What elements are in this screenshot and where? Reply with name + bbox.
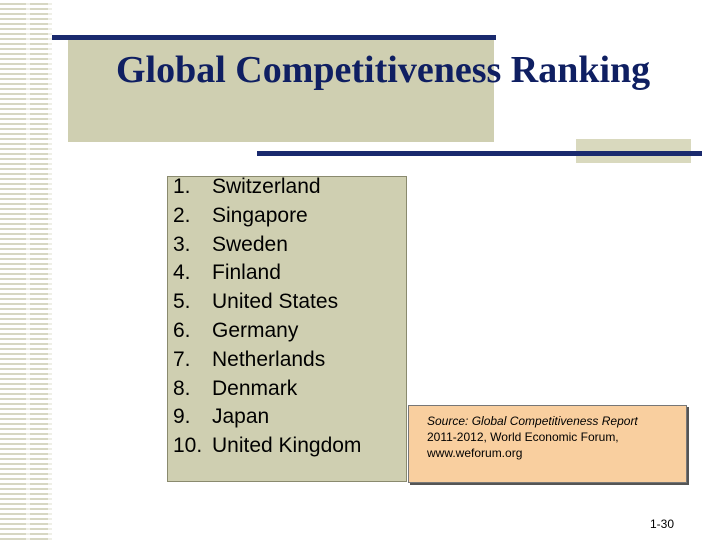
source-note: Source: Global Competitiveness Report 20… [408, 405, 687, 483]
decorative-left-stripe [0, 0, 52, 540]
ranking-item: 5. United States [173, 288, 402, 317]
ranking-list: 1. Switzerland 2. Singapore 3. Sweden 4. Finlan… [173, 173, 402, 461]
ranking-item: 3. Sweden [173, 231, 402, 260]
ranking-country: Sweden [212, 232, 288, 256]
ranking-panel [167, 176, 407, 482]
ranking-item: 8. Denmark [173, 375, 402, 404]
source-url: www.weforum.org [427, 446, 523, 460]
page-number: 1-30 [650, 517, 675, 531]
ranking-item: 4. Finland [173, 259, 402, 288]
title-bottom-rule [257, 151, 702, 156]
ranking-number: 4. [173, 261, 191, 285]
ranking-item: 9. Japan [173, 403, 402, 432]
ranking-number: 9. [173, 405, 191, 429]
ranking-item: 2. Singapore [173, 202, 402, 231]
ranking-number: 10. [173, 434, 203, 458]
ranking-number: 2. [173, 203, 191, 227]
ranking-country: United States [212, 290, 339, 314]
ranking-country: Finland [212, 261, 281, 285]
ranking-number: 1. [173, 175, 191, 198]
slide-title: Global Competitiveness Ranking [116, 49, 651, 91]
ranking-country: Netherlands [212, 347, 326, 371]
title-background [68, 38, 494, 142]
ranking-country: Germany [212, 318, 299, 342]
ranking-number: 7. [173, 347, 191, 371]
ranking-country: Switzerland [212, 175, 321, 198]
ranking-number: 3. [173, 232, 191, 256]
ranking-number: 5. [173, 290, 191, 314]
ranking-country: United Kingdom [212, 434, 362, 458]
source-detail: 2011-2012, World Economic Forum, [427, 430, 619, 444]
ranking-country: Denmark [212, 376, 298, 400]
ranking-country: Japan [212, 405, 270, 429]
ranking-number: 8. [173, 376, 191, 400]
ranking-country: Singapore [212, 203, 308, 227]
title-top-rule [52, 35, 496, 40]
ranking-item: 7. Netherlands [173, 346, 402, 375]
ranking-number: 6. [173, 318, 191, 342]
ranking-item: 10. United Kingdom [173, 432, 402, 461]
source-label: Source: Global Competitiveness Report [427, 414, 638, 428]
ranking-item: 6. Germany [173, 317, 402, 346]
ranking-item: 1. Switzerland [173, 173, 402, 202]
